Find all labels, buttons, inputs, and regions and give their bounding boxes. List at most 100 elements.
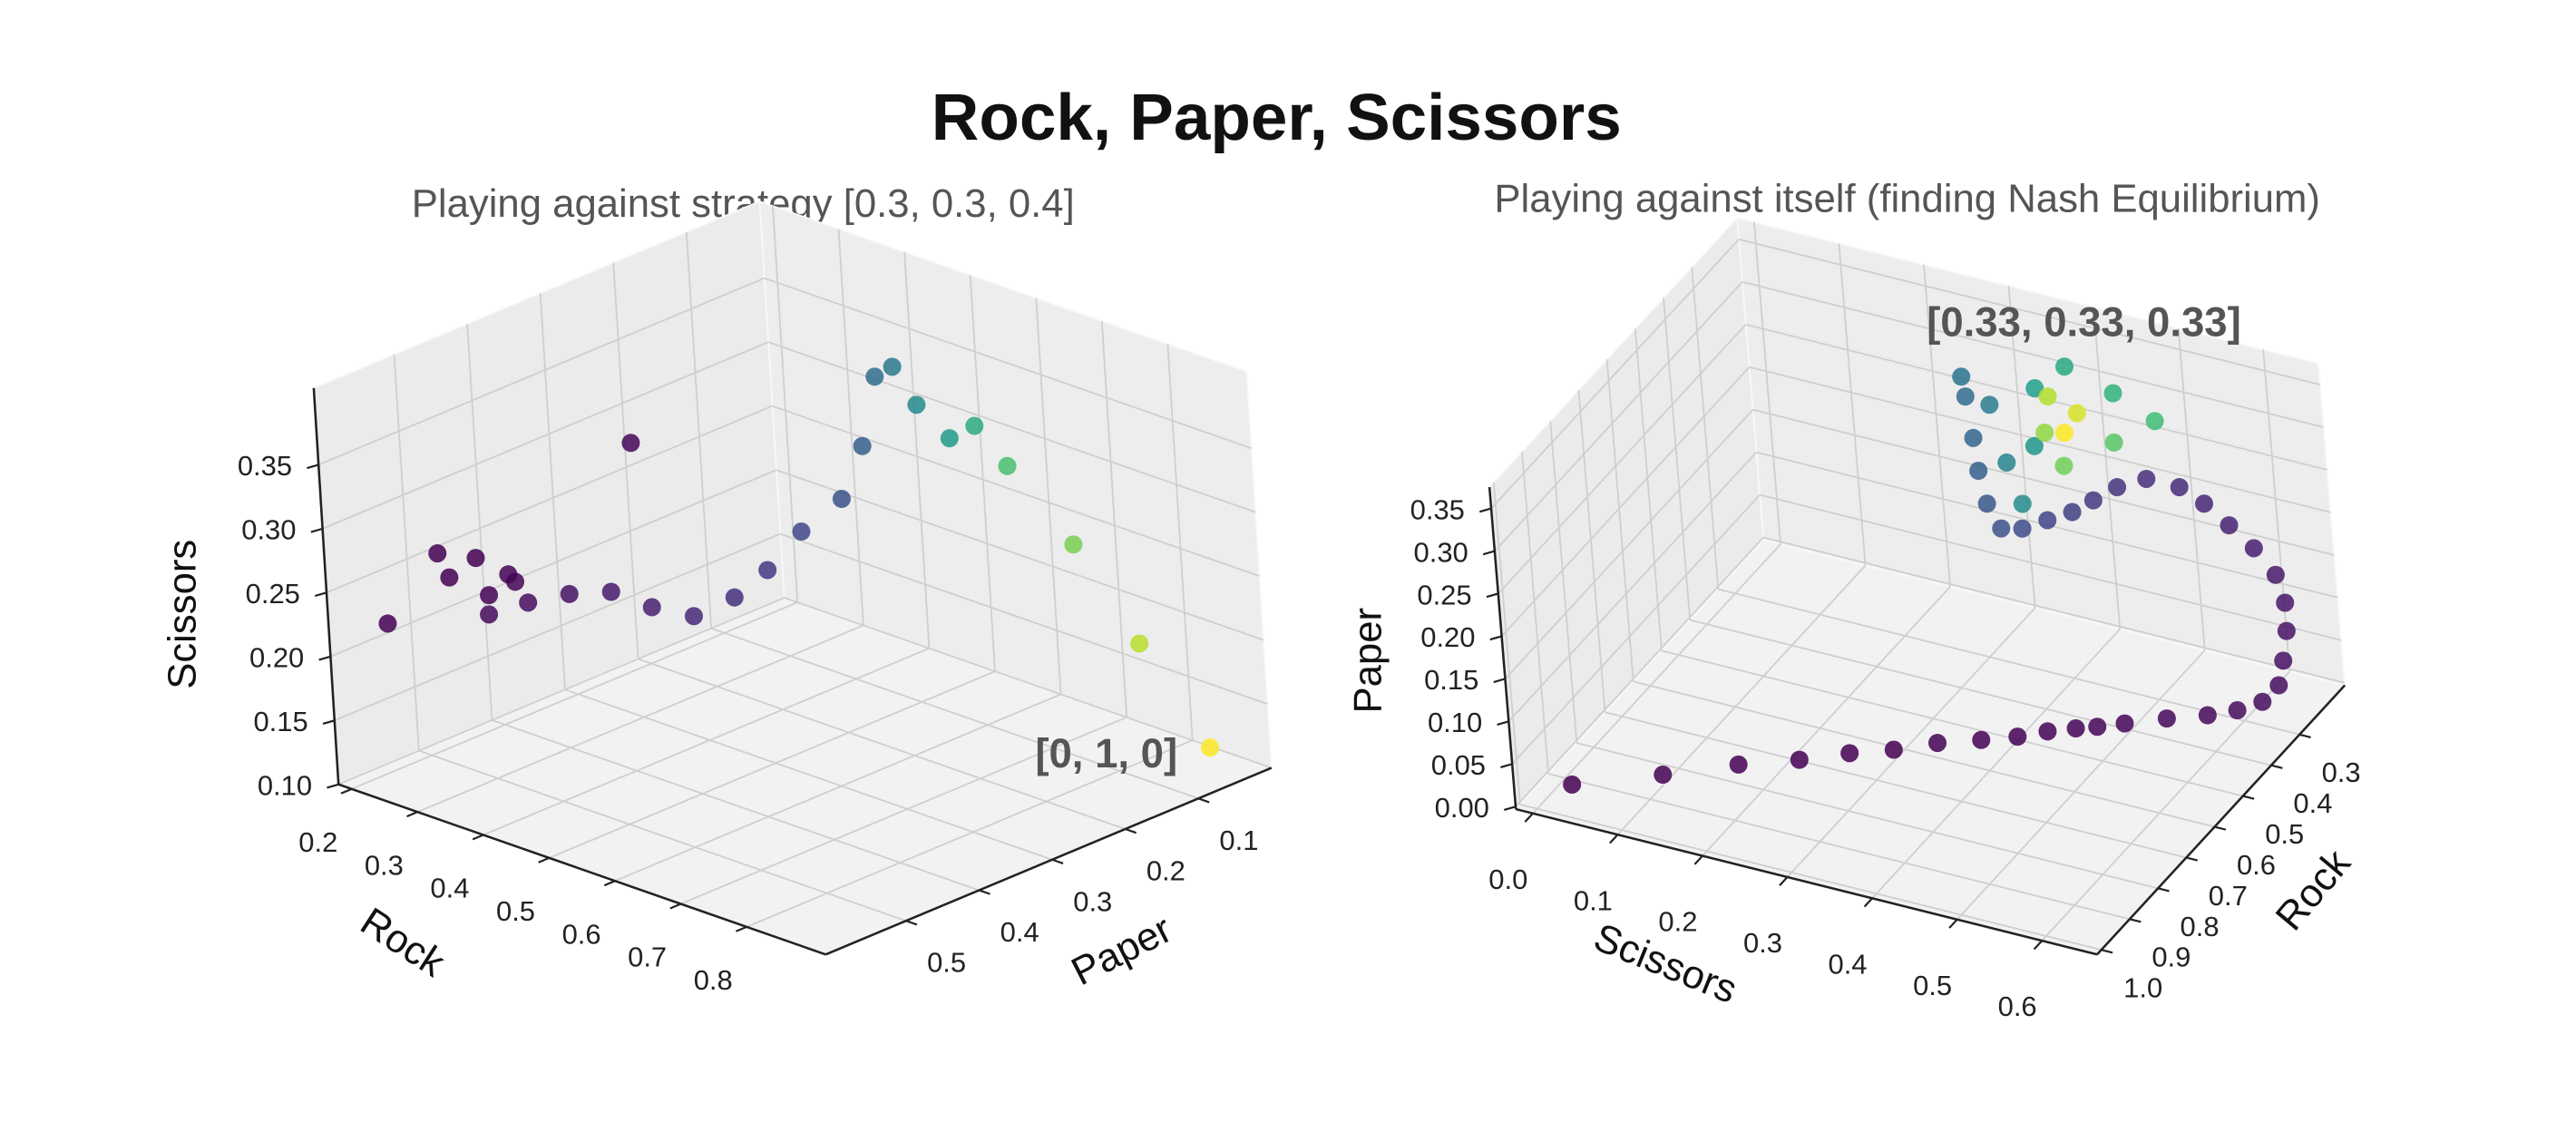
- tick-mark: [979, 889, 990, 895]
- grid-line: [1663, 298, 1692, 620]
- data-point: [792, 522, 811, 542]
- data-point: [2038, 722, 2057, 741]
- data-point: [2220, 516, 2239, 535]
- tick-mark: [2101, 949, 2113, 954]
- data-point: [1964, 428, 1983, 447]
- tick-mark: [1948, 918, 1958, 929]
- y-axis-line: [825, 766, 1273, 956]
- data-point: [725, 588, 744, 607]
- data-point: [480, 586, 499, 605]
- data-point: [2274, 651, 2293, 670]
- grid-line: [1515, 536, 1764, 807]
- data-point: [428, 544, 447, 563]
- data-point: [2145, 412, 2164, 431]
- grid-line: [1661, 649, 2243, 797]
- data-point: [2103, 384, 2122, 403]
- x-tick-label: 0.6: [562, 918, 601, 950]
- grid-line: [2007, 286, 2036, 609]
- data-point: [853, 436, 872, 455]
- grid-line: [612, 262, 639, 659]
- tick-mark: [1524, 813, 1534, 823]
- grid-line: [317, 277, 766, 466]
- data-point: [1654, 766, 1673, 785]
- z-tick-label: 0.30: [241, 514, 296, 546]
- y-axis-title: Rock: [2267, 841, 2359, 939]
- grid-line: [416, 624, 864, 814]
- tick-mark: [2270, 764, 2283, 769]
- tick-mark: [1489, 635, 1502, 641]
- data-point: [2066, 719, 2085, 738]
- grid-line: [330, 469, 777, 658]
- data-point: [2035, 423, 2054, 443]
- grid-line: [1576, 742, 2159, 890]
- z-tick-label: 0.15: [1424, 664, 1478, 696]
- tick-mark: [1863, 897, 1873, 908]
- grid-line: [710, 627, 1199, 800]
- data-point: [2054, 357, 2074, 376]
- tick-mark: [307, 464, 319, 470]
- grid-line: [1691, 267, 1720, 590]
- data-point: [758, 561, 777, 580]
- data-point: [965, 416, 984, 435]
- data-point: [519, 593, 538, 612]
- tick-mark: [1125, 827, 1137, 834]
- grid-line: [549, 670, 996, 859]
- tick-mark: [905, 920, 918, 926]
- tick-mark: [1609, 834, 1619, 844]
- grid-line: [1752, 221, 1781, 545]
- grid-line: [764, 277, 1253, 450]
- data-point: [2244, 539, 2263, 558]
- data-point: [1952, 367, 1971, 386]
- grid-line: [1634, 328, 1663, 651]
- z-axis-title: Paper: [1346, 608, 1390, 714]
- figure-title: Rock, Paper, Scissors: [932, 81, 1622, 154]
- z-tick-label: 0.35: [238, 450, 292, 482]
- data-point: [2137, 469, 2156, 488]
- grid-line: [1100, 320, 1128, 717]
- y-tick-label: 0.3: [2322, 756, 2361, 788]
- z-axis-line: [1488, 486, 1517, 810]
- data-point: [883, 357, 902, 376]
- data-point: [2038, 387, 2057, 406]
- data-point: [1972, 730, 1991, 749]
- z-axis-title: Scissors: [160, 540, 204, 689]
- grid-line: [780, 532, 1268, 705]
- z-tick-label: 0.25: [246, 578, 300, 610]
- data-point: [2104, 433, 2123, 452]
- data-point: [2269, 676, 2288, 695]
- data-point: [621, 434, 640, 453]
- grid-line: [1492, 482, 1521, 805]
- grid-line: [539, 293, 566, 690]
- grid-line: [1498, 324, 1747, 595]
- data-point: [2266, 565, 2285, 584]
- z-tick-label: 0.20: [1420, 621, 1475, 653]
- tick-mark: [2129, 918, 2142, 923]
- tick-mark: [1486, 592, 1499, 599]
- x-axis-line: [337, 783, 826, 956]
- grid-line: [418, 749, 907, 922]
- z-tick-label: 0.10: [1428, 707, 1482, 738]
- grid-line: [614, 693, 1061, 883]
- grid-line: [483, 647, 930, 836]
- grid-line: [334, 532, 781, 722]
- grid-line: [1490, 239, 1740, 510]
- x-tick-label: 0.3: [365, 849, 404, 881]
- data-point: [832, 489, 851, 509]
- data-point: [1927, 734, 1947, 753]
- grid-line: [1689, 619, 2272, 766]
- grid-line: [837, 229, 864, 626]
- data-point: [2157, 709, 2176, 728]
- chart-subtitle: Playing against itself (finding Nash Equ…: [1494, 177, 2320, 221]
- x-tick-label: 0.4: [430, 873, 469, 904]
- grid-line: [1605, 711, 2187, 859]
- z-axis-line: [312, 387, 340, 785]
- grid-line: [746, 739, 1194, 928]
- data-point: [440, 568, 459, 587]
- grid-line: [1871, 628, 2121, 899]
- tick-mark: [318, 655, 331, 661]
- tick-mark: [669, 903, 682, 910]
- x-tick-label: 0.2: [298, 826, 337, 858]
- tick-mark: [310, 527, 323, 533]
- data-point: [1997, 453, 2016, 472]
- data-point: [1729, 755, 1748, 774]
